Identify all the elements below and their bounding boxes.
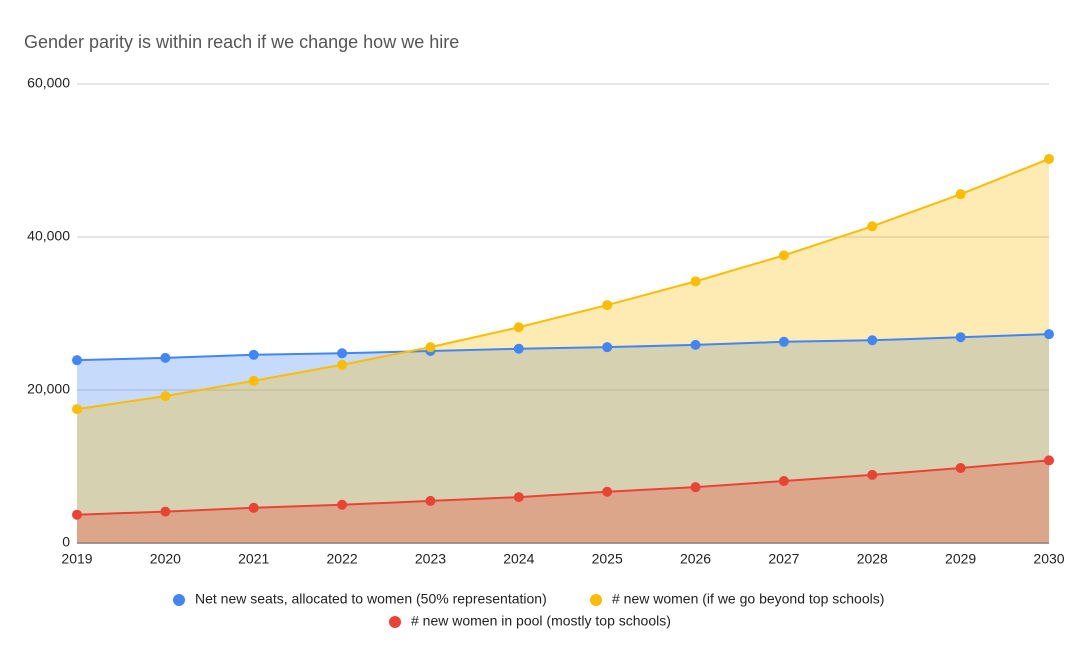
x-tick-label: 2027 xyxy=(768,551,799,567)
point xyxy=(248,349,259,360)
legend-swatch xyxy=(389,616,401,628)
x-tick-label: 2030 xyxy=(1033,551,1064,567)
legend-swatch xyxy=(173,594,185,606)
point xyxy=(248,502,259,513)
y-tick-label: 0 xyxy=(62,534,70,550)
x-tick-label: 2019 xyxy=(61,551,92,567)
line xyxy=(76,333,1050,362)
point xyxy=(337,359,348,370)
chart-title: Gender parity is within reach if we chan… xyxy=(24,32,459,52)
point xyxy=(425,342,436,353)
legend-label: # new women in pool (mostly top schools) xyxy=(411,613,671,629)
point xyxy=(160,391,171,402)
point xyxy=(955,463,966,474)
point xyxy=(690,482,701,493)
point xyxy=(778,336,789,347)
area xyxy=(77,460,1049,543)
x-tick-label: 2028 xyxy=(857,551,888,567)
point xyxy=(160,506,171,517)
point xyxy=(690,339,701,350)
point xyxy=(867,335,878,346)
legend-label: Net new seats, allocated to women (50% r… xyxy=(195,591,547,607)
point xyxy=(955,332,966,343)
y-tick-label: 20,000 xyxy=(27,381,70,397)
line xyxy=(76,158,1050,411)
x-tick-label: 2025 xyxy=(592,551,623,567)
point xyxy=(690,276,701,287)
point xyxy=(425,495,436,506)
y-tick-label: 60,000 xyxy=(27,75,70,91)
point xyxy=(160,352,171,363)
point xyxy=(1044,455,1054,466)
area xyxy=(77,158,1049,543)
point xyxy=(867,469,878,480)
x-tick-label: 2021 xyxy=(238,551,269,567)
x-tick-label: 2022 xyxy=(327,551,358,567)
point xyxy=(1044,153,1054,164)
legend-label: # new women (if we go beyond top schools… xyxy=(612,591,884,607)
area xyxy=(77,334,1049,543)
point xyxy=(1044,329,1054,340)
point xyxy=(72,404,82,415)
x-tick-label: 2020 xyxy=(150,551,181,567)
point xyxy=(513,343,524,354)
point xyxy=(778,250,789,261)
point xyxy=(602,342,613,353)
point xyxy=(867,221,878,232)
point xyxy=(513,492,524,503)
point xyxy=(955,189,966,200)
point xyxy=(72,509,82,520)
point xyxy=(602,486,613,497)
x-tick-label: 2023 xyxy=(415,551,446,567)
point xyxy=(248,375,259,386)
point xyxy=(778,476,789,487)
point xyxy=(602,300,613,311)
point xyxy=(337,348,348,359)
point xyxy=(513,322,524,333)
y-tick-label: 40,000 xyxy=(27,228,70,244)
x-tick-label: 2026 xyxy=(680,551,711,567)
point xyxy=(72,355,82,366)
x-tick-label: 2024 xyxy=(503,551,534,567)
legend-swatch xyxy=(590,594,602,606)
line xyxy=(76,459,1050,516)
x-tick-label: 2029 xyxy=(945,551,976,567)
point xyxy=(337,499,348,510)
